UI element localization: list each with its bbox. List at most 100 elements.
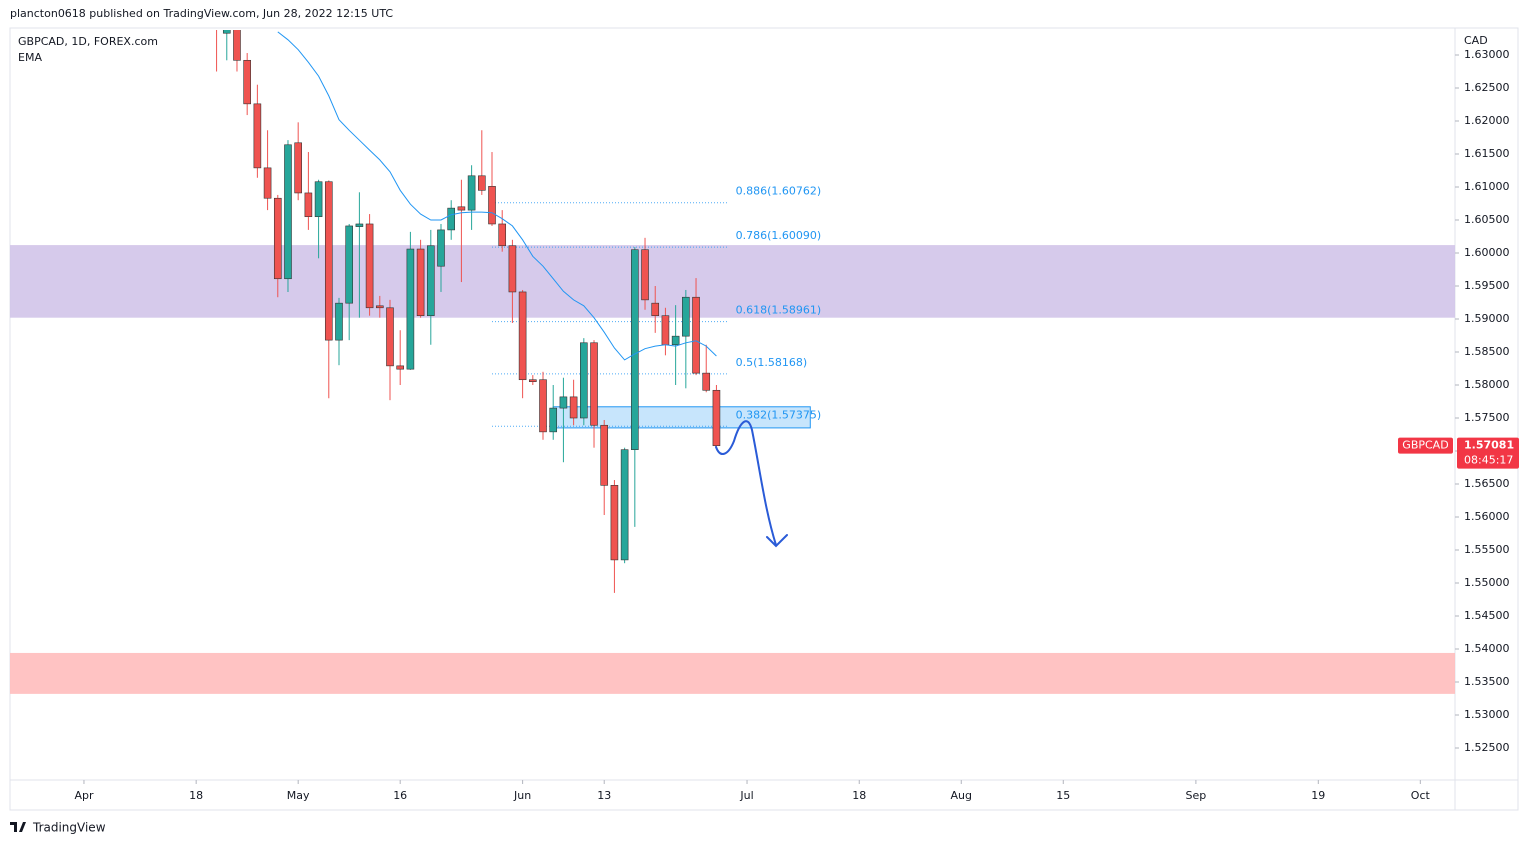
y-tick-label: 1.61000 [1464,180,1510,193]
candle-body [396,365,404,370]
candle-body [355,223,364,227]
x-tick-label: Jul [739,789,753,802]
y-tick-label: 1.61500 [1464,147,1510,160]
y-tick-label: 1.60000 [1464,246,1510,259]
header: plancton0618 published on TradingView.co… [10,7,393,20]
candle-body [580,342,588,419]
candle-body [335,302,343,341]
y-tick-label: 1.52500 [1464,741,1510,754]
candle-body [457,206,466,211]
y-tick-label: 1.57500 [1464,411,1510,424]
zone [10,245,1455,318]
candle-body [569,396,578,419]
candle-body [498,223,507,247]
price-box [1457,437,1519,469]
countdown: 08:45:17 [1464,454,1513,467]
candle-body [539,379,547,433]
candle-body [284,144,292,280]
x-tick-label: 18 [852,789,866,802]
candle-body [600,424,609,486]
x-tick-label: 15 [1056,789,1070,802]
y-tick-label: 1.56000 [1464,510,1510,523]
candle-body [447,207,456,231]
candle-body [631,249,639,450]
y-tick-label: 1.56500 [1464,477,1510,490]
y-tick-label: 1.58500 [1464,345,1510,358]
candle-body [324,181,333,341]
x-tick-label: 16 [393,789,407,802]
symbol-label: GBPCAD [1402,439,1448,452]
footer: TradingView [32,821,106,835]
candle-body [590,342,598,426]
candle-body [682,296,690,337]
candle-body [426,245,435,317]
candle-body [406,248,415,370]
candle-body [641,249,649,301]
candle-body [233,30,241,61]
candle-body [294,142,302,194]
candle-body [345,225,353,304]
y-tick-label: 1.55000 [1464,576,1510,589]
y-tick-label: 1.59000 [1464,312,1510,325]
fib-label: 0.618(1.58961) [736,304,822,317]
candle-body [508,245,517,293]
candle-body [375,305,384,309]
y-tick-label: 1.58000 [1464,378,1510,391]
candle-body [273,197,282,280]
frame [9,27,1519,811]
candle-body [712,389,721,447]
drawn-arrow [715,420,788,548]
y-tick-label: 1.55500 [1464,543,1510,556]
candle-body [467,175,476,211]
candle-body [529,379,537,383]
y-axis-label: CAD [1464,34,1488,47]
candle-body [518,291,527,381]
plot-area: 0.886(1.60762) 0.786(1.60090) 0.618(1.5896… [10,30,1455,694]
candle-body [478,175,486,191]
fib-label: 0.786(1.60090) [736,229,822,242]
price-label: 1.57081 [1464,439,1514,452]
y-tick-label: 1.54500 [1464,609,1510,622]
y-tick-label: 1.62500 [1464,81,1510,94]
symbol-box [1398,437,1453,454]
candle-body [620,449,629,561]
candle-body [559,396,568,409]
chart-title: GBPCAD, 1D, FOREX.com [18,35,158,48]
candle-body [610,485,619,561]
zone [10,652,1455,694]
y-tick-label: 1.59500 [1464,279,1510,292]
indicator-label: EMA [18,51,42,64]
x-tick-label: Oct [1411,789,1431,802]
candle-body [692,296,700,374]
fib-label: 0.886(1.60762) [736,185,822,198]
logo: TradingView [10,821,106,835]
candle-body [437,229,445,267]
fib-label: 0.382(1.57375) [736,408,822,421]
x-tick-label: Apr [74,789,94,802]
x-tick-label: 18 [189,789,203,802]
candle-body [386,307,394,367]
x-tick-label: Aug [951,789,972,802]
y-tick-label: 1.63000 [1464,48,1510,61]
y-tick-label: 1.53000 [1464,708,1510,721]
candle-body [651,302,660,317]
y-tick-label: 1.53500 [1464,675,1510,688]
candle-body [314,181,323,218]
candle-body [222,30,231,34]
x-tick-label: Sep [1186,789,1207,802]
candle-body [702,372,711,391]
candle-body [549,407,558,433]
candle-body [243,59,251,105]
candle-body [263,167,272,199]
ema-line [277,31,717,361]
axes: 1.63000 1.62500 1.62000 1.61500 1.61000 1.605… [74,48,1519,802]
y-tick-label: 1.62000 [1464,114,1510,127]
y-tick-label: 1.60500 [1464,213,1510,226]
candle-body [488,186,496,225]
x-tick-label: May [287,789,310,802]
candle-body [671,335,680,346]
candle-body [253,103,262,169]
x-tick-label: 13 [597,789,611,802]
